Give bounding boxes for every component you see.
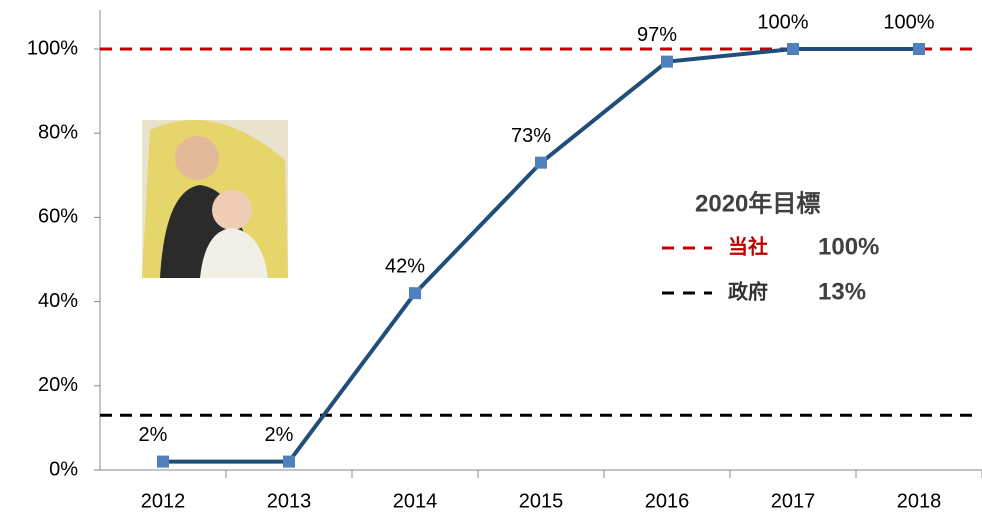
photo	[142, 120, 288, 278]
x-tick-label: 2018	[897, 490, 942, 512]
x-tick-label: 2013	[267, 490, 312, 512]
data-label: 100%	[757, 11, 808, 33]
y-tick-label: 80%	[38, 121, 78, 143]
data-label: 73%	[511, 125, 551, 147]
data-label: 2%	[265, 424, 294, 446]
chart: 2020年目標 0% 20% 40% 60% 80% 100% 2012 2013 2014 20…	[0, 0, 982, 513]
legend-label: 当社	[728, 234, 768, 258]
marker	[787, 43, 799, 55]
marker	[409, 287, 421, 299]
x-tick-label: 2016	[645, 490, 690, 512]
marker	[535, 157, 547, 169]
legend-title: 2020年目標	[695, 189, 820, 217]
legend-value: 13%	[818, 278, 866, 305]
data-label: 42%	[385, 255, 425, 277]
y-tick-label: 0%	[49, 458, 78, 480]
y-tick-label: 40%	[38, 290, 78, 312]
y-tick-label: 100%	[27, 37, 78, 59]
x-tick-label: 2015	[519, 490, 564, 512]
legend-value: 100%	[818, 233, 879, 260]
y-tick-label: 20%	[38, 374, 78, 396]
x-tick-label: 2014	[393, 490, 438, 512]
marker	[661, 56, 673, 68]
data-label: 100%	[883, 11, 934, 33]
legend-label: 政府	[728, 279, 768, 303]
y-tick-label: 60%	[38, 206, 78, 228]
marker	[913, 43, 925, 55]
marker	[157, 456, 169, 468]
x-tick-label: 2012	[141, 490, 186, 512]
data-label: 97%	[637, 24, 677, 46]
marker	[283, 456, 295, 468]
x-tick-label: 2017	[771, 490, 816, 512]
data-label: 2%	[139, 424, 168, 446]
